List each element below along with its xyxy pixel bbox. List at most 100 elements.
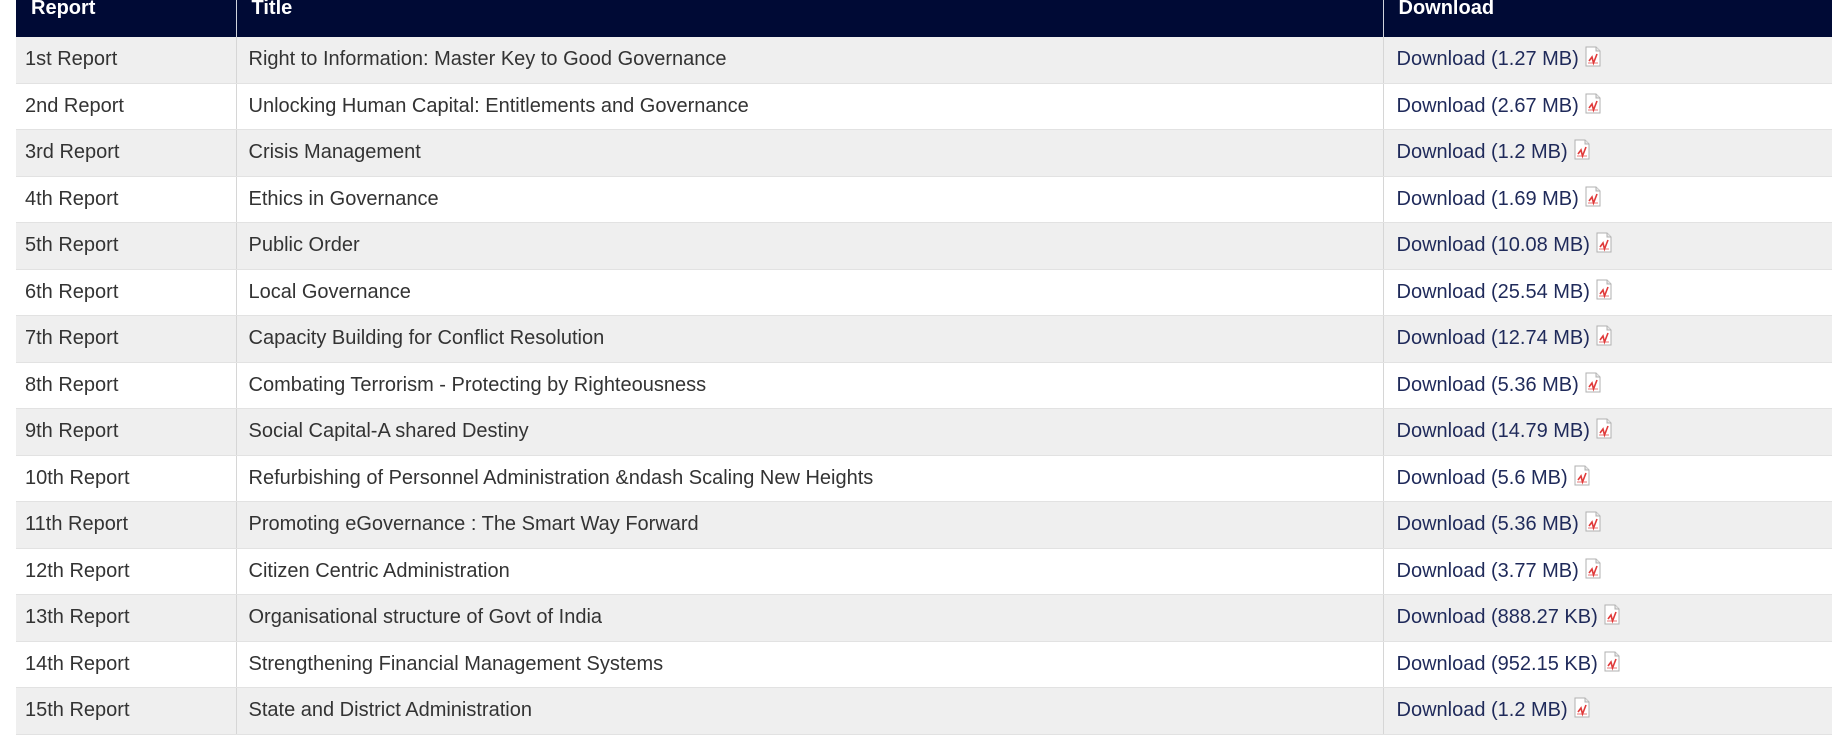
- report-number: 11th Report: [25, 513, 129, 536]
- report-title-cell: Citizen Centric Administration: [236, 548, 1384, 595]
- report-title-cell: Strengthening Financial Management Syste…: [236, 641, 1384, 688]
- report-title-cell: Local Governance: [236, 269, 1384, 316]
- table-row: 3rd Report Crisis Management Download (1…: [16, 129, 1832, 177]
- download-cell: Download (5.6 MB): [1383, 455, 1832, 502]
- report-number-cell: 14th Report: [16, 641, 237, 688]
- report-number: 5th Report: [25, 234, 119, 257]
- report-number-cell: 5th Report: [16, 222, 237, 270]
- download-link[interactable]: Download (25.54 MB): [1396, 280, 1590, 303]
- pdf-file-icon[interactable]: [1596, 325, 1612, 352]
- download-link[interactable]: Download (1.2 MB): [1396, 141, 1568, 164]
- report-number-cell: 15th Report: [16, 687, 237, 735]
- table-row: 8th Report Combating Terrorism - Protect…: [16, 362, 1832, 409]
- report-title-cell: Refurbishing of Personnel Administration…: [236, 455, 1384, 502]
- table-row: 13th Report Organisational structure of …: [16, 594, 1832, 642]
- report-number-cell: 6th Report: [16, 269, 237, 316]
- table-row: 10th Report Refurbishing of Personnel Ad…: [16, 455, 1832, 502]
- report-title-cell: Social Capital-A shared Destiny: [236, 408, 1384, 456]
- report-title: Refurbishing of Personnel Administration…: [248, 466, 874, 489]
- download-link[interactable]: Download (5.36 MB): [1396, 373, 1579, 396]
- download-cell: Download (2.67 MB): [1383, 83, 1832, 130]
- pdf-file-icon[interactable]: [1604, 651, 1620, 678]
- pdf-file-icon[interactable]: [1574, 697, 1590, 724]
- download-link[interactable]: Download (1.2 MB): [1396, 699, 1568, 722]
- download-link[interactable]: Download (952.15 KB): [1396, 652, 1598, 675]
- report-title: Local Governance: [248, 280, 411, 303]
- download-link[interactable]: Download (5.36 MB): [1396, 513, 1579, 536]
- table-row: 7th Report Capacity Building for Conflic…: [16, 315, 1832, 363]
- report-number-cell: 4th Report: [16, 176, 237, 223]
- pdf-file-icon[interactable]: [1596, 232, 1612, 259]
- report-title-cell: Right to Information: Master Key to Good…: [236, 37, 1384, 84]
- header-report[interactable]: Report: [16, 0, 237, 37]
- download-link[interactable]: Download (3.77 MB): [1396, 559, 1579, 582]
- report-number: 1st Report: [25, 48, 118, 71]
- report-number: 7th Report: [25, 327, 119, 350]
- download-link[interactable]: Download (888.27 KB): [1396, 606, 1598, 629]
- report-title-cell: Unlocking Human Capital: Entitlements an…: [236, 83, 1384, 130]
- report-title-cell: Promoting eGovernance : The Smart Way Fo…: [236, 501, 1384, 549]
- table-row: 2nd Report Unlocking Human Capital: Enti…: [16, 83, 1832, 130]
- header-row: Report Title Download: [16, 0, 1832, 37]
- table-body: 1st Report Right to Information: Master …: [16, 37, 1832, 735]
- pdf-file-icon[interactable]: [1596, 418, 1612, 445]
- download-link[interactable]: Download (1.27 MB): [1396, 48, 1579, 71]
- pdf-file-icon[interactable]: [1604, 604, 1620, 631]
- table-row: 1st Report Right to Information: Master …: [16, 37, 1832, 84]
- report-title: Right to Information: Master Key to Good…: [248, 48, 727, 71]
- download-cell: Download (1.69 MB): [1383, 176, 1832, 223]
- table-row: 6th Report Local Governance Download (25…: [16, 269, 1832, 316]
- report-title: Promoting eGovernance : The Smart Way Fo…: [248, 513, 699, 536]
- pdf-file-icon[interactable]: [1574, 139, 1590, 166]
- report-title-cell: Capacity Building for Conflict Resolutio…: [236, 315, 1384, 363]
- table-header: Report Title Download: [16, 0, 1832, 37]
- download-cell: Download (1.2 MB): [1383, 129, 1832, 177]
- download-link[interactable]: Download (1.69 MB): [1396, 187, 1579, 210]
- download-cell: Download (952.15 KB): [1383, 641, 1832, 688]
- report-number-cell: 9th Report: [16, 408, 237, 456]
- pdf-file-icon[interactable]: [1585, 511, 1601, 538]
- report-title-cell: State and District Administration: [236, 687, 1384, 735]
- report-title: Crisis Management: [248, 141, 421, 164]
- table-row: 14th Report Strengthening Financial Mana…: [16, 641, 1832, 688]
- pdf-file-icon[interactable]: [1585, 558, 1601, 585]
- table-row: 11th Report Promoting eGovernance : The …: [16, 501, 1832, 549]
- table-row: 5th Report Public Order Download (10.08 …: [16, 222, 1832, 270]
- report-title-cell: Public Order: [236, 222, 1384, 270]
- header-download[interactable]: Download: [1383, 0, 1832, 37]
- header-title[interactable]: Title: [236, 0, 1384, 37]
- report-title: Citizen Centric Administration: [248, 559, 510, 582]
- download-link[interactable]: Download (12.74 MB): [1396, 327, 1590, 350]
- download-link[interactable]: Download (5.6 MB): [1396, 466, 1568, 489]
- report-number: 2nd Report: [25, 94, 124, 117]
- download-link[interactable]: Download (2.67 MB): [1396, 94, 1579, 117]
- report-number: 4th Report: [25, 187, 119, 210]
- report-number: 9th Report: [25, 420, 119, 443]
- download-link[interactable]: Download (14.79 MB): [1396, 420, 1590, 443]
- pdf-file-icon[interactable]: [1574, 465, 1590, 492]
- report-title: Organisational structure of Govt of Indi…: [248, 606, 603, 629]
- report-number: 3rd Report: [25, 141, 120, 164]
- pdf-file-icon[interactable]: [1596, 279, 1612, 306]
- pdf-file-icon[interactable]: [1585, 93, 1601, 120]
- report-number-cell: 2nd Report: [16, 83, 237, 130]
- download-link[interactable]: Download (10.08 MB): [1396, 234, 1590, 257]
- pdf-file-icon[interactable]: [1585, 372, 1601, 399]
- report-title: State and District Administration: [248, 699, 532, 722]
- report-number: 8th Report: [25, 373, 119, 396]
- report-number: 13th Report: [25, 606, 130, 629]
- download-cell: Download (5.36 MB): [1383, 501, 1832, 549]
- report-number-cell: 12th Report: [16, 548, 237, 595]
- reports-table-container: Report Title Download 1st Report Right t…: [16, 0, 1832, 735]
- report-number: 14th Report: [25, 652, 130, 675]
- download-cell: Download (14.79 MB): [1383, 408, 1832, 456]
- download-cell: Download (5.36 MB): [1383, 362, 1832, 409]
- pdf-file-icon[interactable]: [1585, 46, 1601, 73]
- reports-table: Report Title Download 1st Report Right t…: [16, 0, 1832, 735]
- report-title: Strengthening Financial Management Syste…: [248, 652, 664, 675]
- report-number: 6th Report: [25, 280, 119, 303]
- download-cell: Download (3.77 MB): [1383, 548, 1832, 595]
- report-number-cell: 13th Report: [16, 594, 237, 642]
- report-title-cell: Organisational structure of Govt of Indi…: [236, 594, 1384, 642]
- pdf-file-icon[interactable]: [1585, 186, 1601, 213]
